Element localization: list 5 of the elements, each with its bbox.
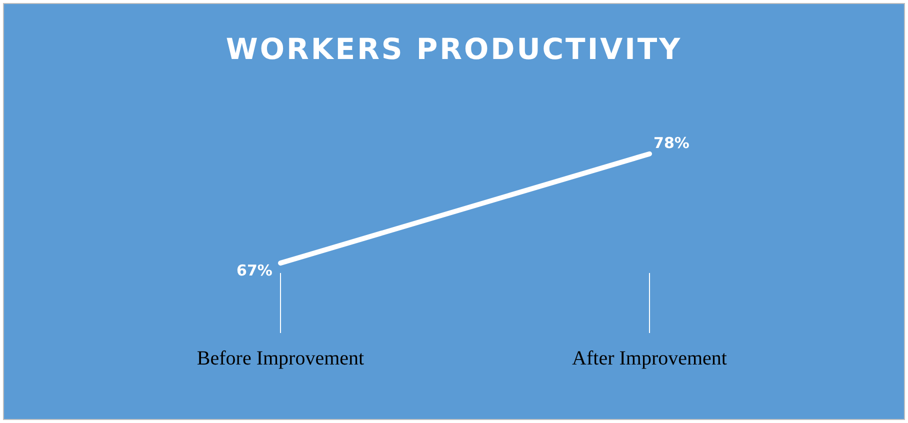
- x-tick-label: After Improvement: [572, 347, 728, 370]
- x-tick-label: Before Improvement: [196, 347, 365, 370]
- chart-title: WORKERS PRODUCTIVITY: [224, 32, 684, 66]
- data-label: 78%: [654, 134, 690, 152]
- data-label: 67%: [236, 261, 272, 280]
